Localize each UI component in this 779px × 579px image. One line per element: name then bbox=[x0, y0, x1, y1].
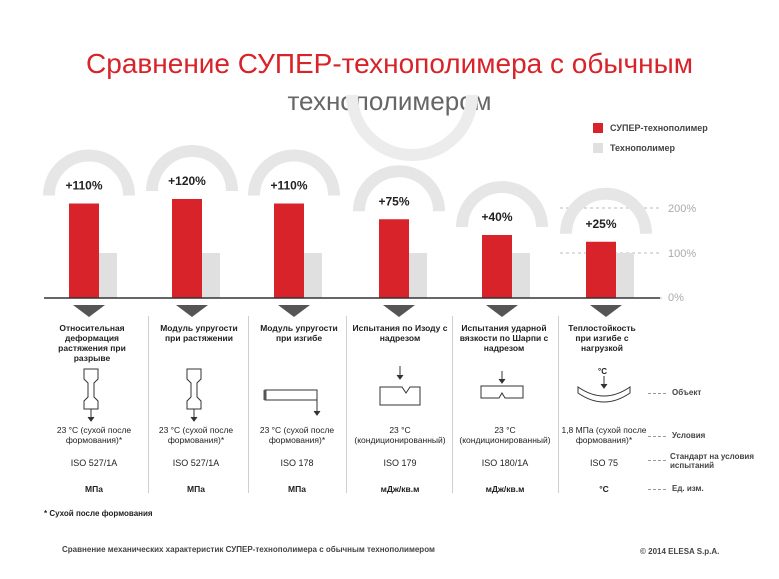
row-dash-conditions bbox=[648, 436, 666, 437]
standard-5: ISO 180/1A bbox=[481, 458, 529, 468]
standard-1: ISO 527/1A bbox=[70, 458, 118, 468]
bar-bg-ring bbox=[43, 149, 135, 196]
standard-2: ISO 527/1A bbox=[172, 458, 220, 468]
row-dash-object bbox=[648, 393, 666, 394]
data-label: +25% bbox=[585, 217, 616, 231]
standard-6: ISO 75 bbox=[589, 458, 618, 468]
standard-4: ISO 179 bbox=[383, 458, 417, 468]
condition-1: 23 °C (сухой после формования)* bbox=[56, 425, 132, 445]
page-title-line2: технополимером bbox=[287, 86, 492, 116]
heat-icon-label: °C bbox=[598, 367, 607, 376]
row-label-units: Ед. изм. bbox=[672, 484, 704, 493]
specimen-icon-tensile-2 bbox=[186, 368, 202, 422]
category-label-3: Модуль упругости при изгибе bbox=[260, 323, 338, 343]
condition-6: 1,8 МПа (сухой после формования)* bbox=[561, 425, 647, 445]
footer-text: Сравнение механических характеристик СУП… bbox=[62, 545, 435, 554]
specimen-icon-tensile-1 bbox=[83, 368, 99, 422]
bar-bg-ring bbox=[248, 149, 340, 196]
row-label-standard: Стандарт на условия испытаний bbox=[670, 452, 754, 470]
down-arrow-icon bbox=[73, 305, 105, 317]
row-label-conditions: Условия bbox=[672, 431, 706, 440]
data-label: +40% bbox=[481, 210, 512, 224]
bar-super-technopolymer bbox=[379, 219, 409, 298]
unit-3: МПа bbox=[288, 484, 306, 494]
row-dash-standard bbox=[648, 460, 666, 461]
standard-3: ISO 178 bbox=[280, 458, 314, 468]
legend-label-super: СУПЕР-технополимер bbox=[610, 123, 708, 133]
copyright: © 2014 ELESA S.p.A. bbox=[640, 547, 720, 556]
column-separator bbox=[346, 316, 347, 493]
column-separator bbox=[248, 316, 249, 493]
category-label-4: Испытания по Изоду с надрезом bbox=[352, 323, 448, 343]
legend-swatch-techno bbox=[593, 143, 603, 153]
footnote: * Сухой после формования bbox=[44, 509, 153, 518]
column-separator bbox=[452, 316, 453, 493]
data-label: +110% bbox=[270, 179, 307, 193]
ytick-0: 0% bbox=[668, 292, 684, 304]
category-label-2: Модуль упругости при растяжении bbox=[160, 323, 238, 343]
category-label-5: Испытания ударной вязкости по Шарпи с на… bbox=[459, 323, 549, 353]
category-label-1: Относительная деформация растяжения при … bbox=[58, 323, 126, 363]
ytick-200: 200% bbox=[668, 203, 696, 215]
condition-2: 23 °C (сухой после формования)* bbox=[158, 425, 234, 445]
row-dash-units bbox=[648, 489, 666, 490]
ytick-100: 100% bbox=[668, 248, 696, 260]
column-separator bbox=[148, 316, 149, 493]
unit-2: МПа bbox=[187, 484, 205, 494]
condition-3: 23 °C (сухой после формования)* bbox=[259, 425, 335, 445]
unit-4: мДж/кв.м bbox=[380, 484, 420, 494]
bar-bg-ring bbox=[146, 145, 238, 192]
data-label: +75% bbox=[378, 194, 409, 208]
condition-4: 23 °C (кондиционированный) bbox=[354, 425, 446, 445]
bar-super-technopolymer bbox=[69, 203, 99, 298]
unit-6: °C bbox=[599, 484, 609, 494]
down-arrow-icon bbox=[176, 305, 208, 317]
data-label: +120% bbox=[168, 174, 206, 188]
bar-bg-ring bbox=[456, 181, 548, 228]
bar-super-technopolymer bbox=[172, 199, 202, 298]
condition-5: 23 °C (кондиционированный) bbox=[459, 425, 551, 445]
bar-super-technopolymer bbox=[586, 241, 616, 298]
down-arrow-icon bbox=[590, 305, 622, 317]
unit-5: мДж/кв.м bbox=[485, 484, 525, 494]
bar-bg-ring bbox=[353, 165, 445, 212]
down-arrow-icon bbox=[278, 305, 310, 317]
bar-bg-ring bbox=[560, 187, 652, 235]
unit-1: МПа bbox=[85, 484, 103, 494]
down-arrow-icon bbox=[383, 305, 415, 317]
bar-super-technopolymer bbox=[274, 203, 304, 298]
legend-swatch-super bbox=[593, 123, 603, 133]
row-label-object: Объект bbox=[672, 388, 702, 397]
title-bg-arc bbox=[346, 94, 478, 161]
specimen-icon-izod bbox=[379, 366, 421, 406]
bar-super-technopolymer bbox=[482, 235, 512, 298]
page-title-line1: Сравнение СУПЕР-технополимера с обычным bbox=[86, 48, 693, 79]
legend-label-techno: Технополимер bbox=[610, 143, 675, 153]
down-arrow-icon bbox=[486, 305, 518, 317]
specimen-icon-heat bbox=[577, 376, 631, 403]
column-separator bbox=[558, 316, 559, 493]
specimen-icon-flexural bbox=[263, 389, 321, 416]
data-label: +110% bbox=[65, 179, 102, 193]
category-label-6: Теплостойкость при изгибе с нагрузкой bbox=[568, 323, 636, 353]
specimen-icon-charpy bbox=[480, 371, 524, 399]
